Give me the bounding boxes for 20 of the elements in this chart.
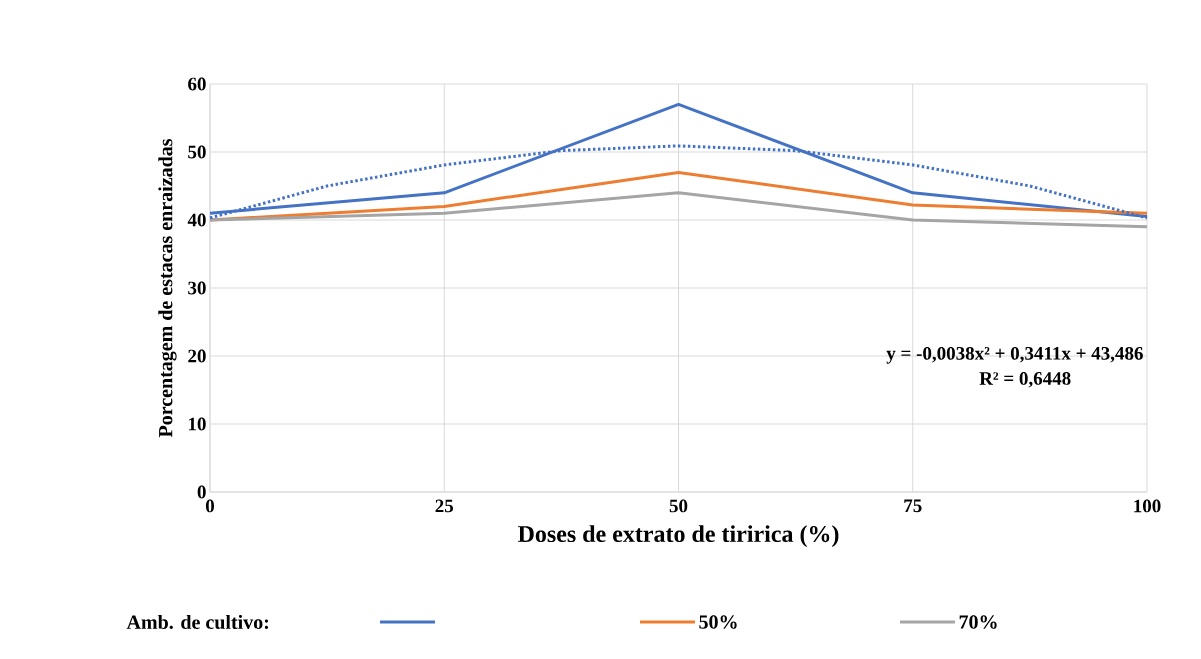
x-axis-title: Doses de extrato de tiririca (%): [517, 525, 839, 547]
y-tick-label: 10: [188, 417, 206, 431]
x-tick-label: 25: [435, 499, 454, 513]
legend-label: 70%: [959, 615, 997, 629]
y-tick-label: 0: [197, 485, 206, 499]
y-tick-label: 20: [188, 349, 206, 363]
x-tick-label: 75: [904, 499, 922, 513]
annotation: R² = 0,6448: [979, 372, 1071, 388]
y-tick-label: 60: [188, 77, 206, 91]
x-tick-label: 0: [205, 499, 215, 513]
legend-label: 50%: [699, 615, 737, 629]
y-tick-label: 40: [187, 213, 206, 227]
y-tick-label: 30: [188, 281, 206, 295]
y-axis-title: Porcentagem de estacas enraizadas: [158, 138, 177, 438]
x-tick-label: 50: [669, 499, 688, 513]
y-tick-label: 50: [188, 145, 206, 159]
x-tick-label: 100: [1134, 499, 1161, 513]
annotation: y = -0,0038x² + 0,3411x + 43,486: [886, 346, 1143, 364]
legend-title: Amb. de cultivo:: [126, 614, 269, 630]
line-series: [208, 191, 1149, 229]
